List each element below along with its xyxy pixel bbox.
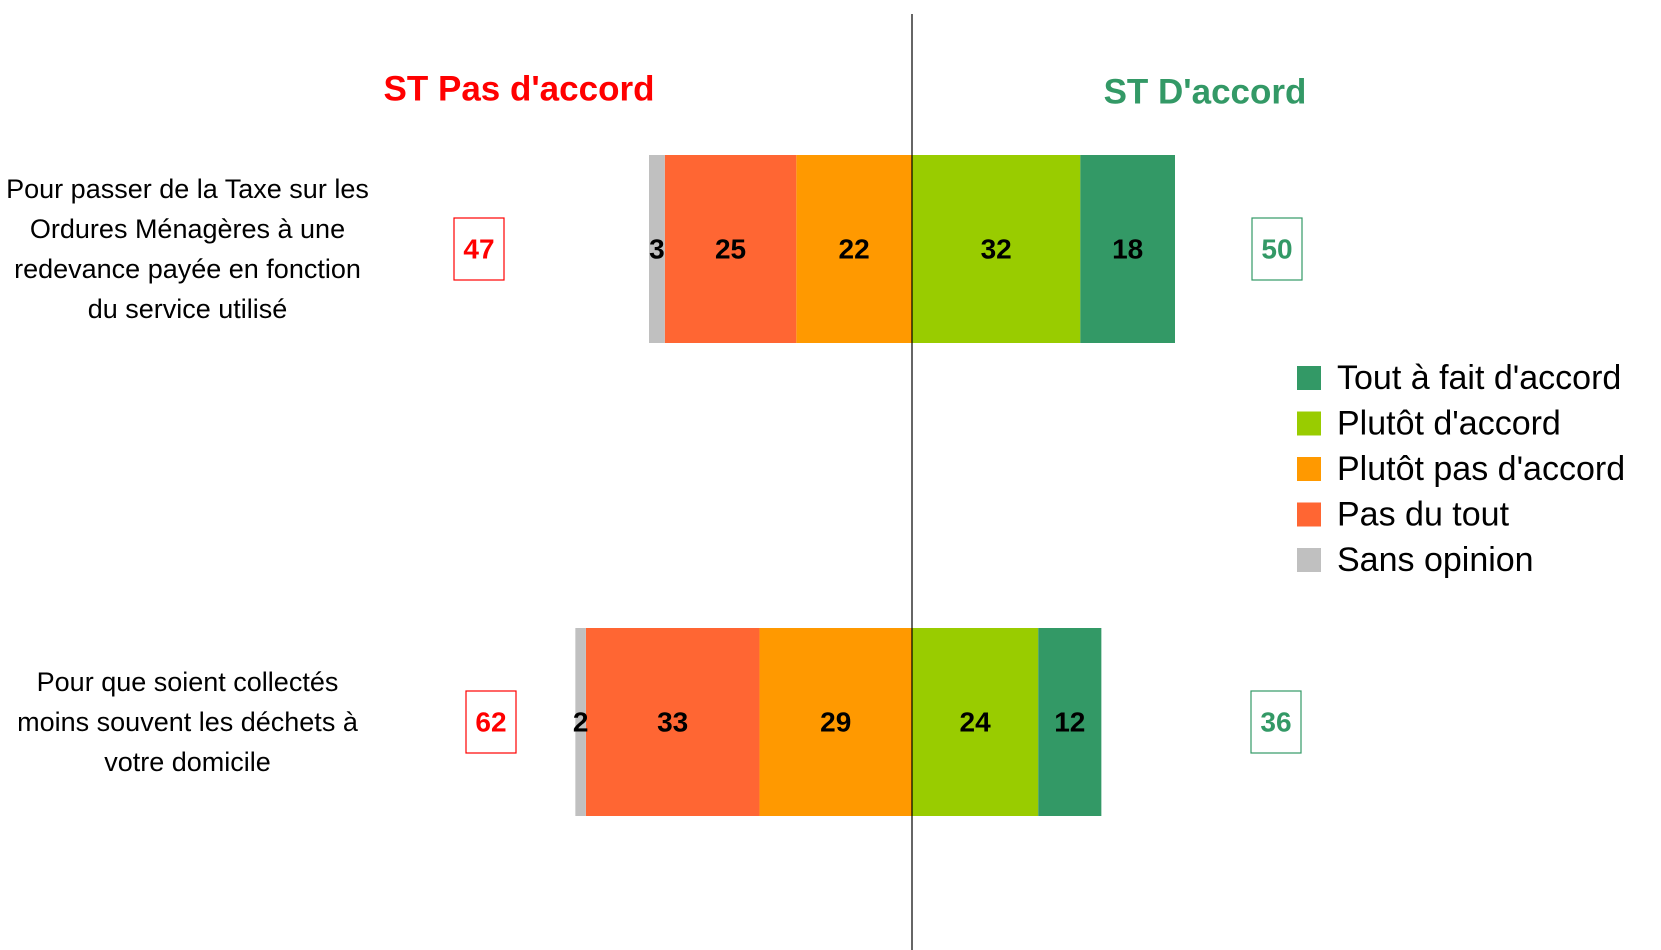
legend-label: Plutôt d'accord [1337,405,1561,443]
bar-segment [796,155,912,343]
data-label: 33 [657,707,688,738]
total-box [1250,690,1302,754]
legend-label: Sans opinion [1337,541,1534,579]
legend-swatch [1297,502,1321,527]
total-label: 36 [1260,707,1291,738]
data-label: 29 [820,707,851,738]
data-label: 18 [1112,234,1143,265]
total-box [465,690,517,754]
bar-segment [649,155,665,343]
data-label: 24 [960,707,992,738]
left-header: ST Pas d'accord [384,70,655,109]
bar-segment [664,155,797,343]
total-label: 62 [475,707,506,738]
legend-label: Pas du tout [1337,496,1510,534]
data-label: 2 [573,707,589,738]
category-label: Pour que soient collectés moins souvent … [17,667,358,777]
bar-segment [912,155,1081,343]
total-label: 50 [1261,234,1292,265]
total-label: 47 [463,234,494,265]
data-label: 25 [715,234,746,265]
bar-segment [759,628,912,816]
legend-label: Plutôt pas d'accord [1337,450,1625,488]
total-box [453,217,505,281]
bar-segment [1080,155,1175,343]
bar-segment [585,628,760,816]
category-label: Pour passer de la Taxe sur les Ordures M… [6,174,369,324]
data-label: 22 [839,234,870,265]
data-label: 12 [1054,707,1085,738]
data-label: 3 [649,234,665,265]
total-box [1251,217,1303,281]
legend-swatch [1297,548,1321,572]
data-label: 32 [981,234,1012,265]
legend-swatch [1297,411,1321,436]
legend-swatch [1297,457,1321,481]
legend-swatch [1297,366,1321,390]
legend-label: Tout à fait d'accord [1337,359,1621,397]
bar-segment [912,628,1039,816]
bar-segment [575,628,586,816]
right-header: ST D'accord [1104,73,1307,112]
bar-segment [1038,628,1102,816]
